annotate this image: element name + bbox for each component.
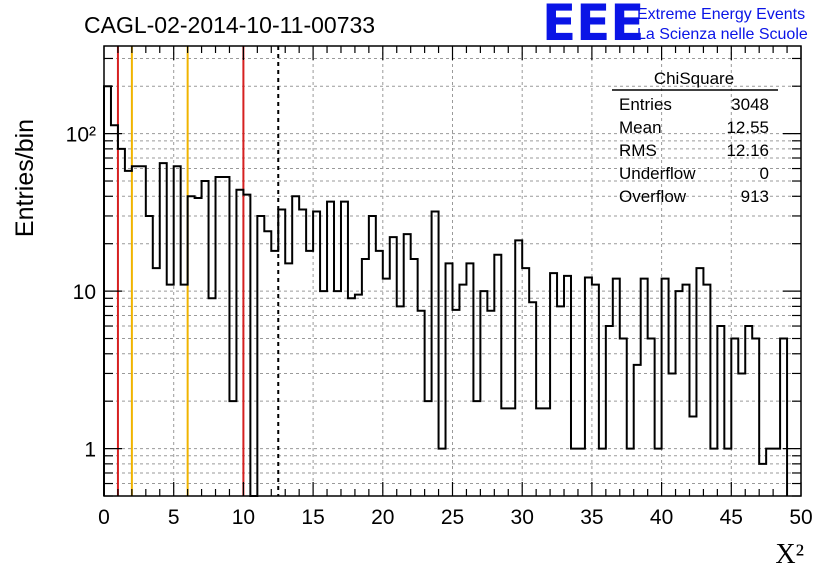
histogram-line <box>103 85 789 497</box>
x-tick-label: 35 <box>580 506 603 529</box>
y-tick-label: 1 <box>84 439 96 462</box>
x-axis-label: X² <box>775 539 804 570</box>
stats-label: Mean <box>619 118 662 137</box>
chart-title: CAGL-02-2014-10-11-00733 <box>84 12 375 38</box>
eee-logo-letters: EEE <box>542 0 644 52</box>
stats-label: Overflow <box>619 187 687 206</box>
stats-rows: Entries 3048 Mean 12.55 RMS 12.16 Underflow 0 Ov… <box>619 95 769 206</box>
x-tick-label: 10 <box>232 506 255 529</box>
axis-ticks <box>103 46 802 497</box>
stats-value: 913 <box>741 187 769 206</box>
threshold-markers <box>116 46 280 496</box>
eee-logo-line1: Extreme Energy Events <box>637 6 805 23</box>
y-tick-labels: 1 10 10² <box>66 124 96 462</box>
y-axis-label: Entries/bin <box>11 119 39 237</box>
x-tick-label: 15 <box>301 506 324 529</box>
x-tick-label: 5 <box>168 506 180 529</box>
stats-label: RMS <box>619 141 657 160</box>
stats-value: 0 <box>760 164 769 183</box>
stats-value: 12.16 <box>726 141 769 160</box>
stats-box: ChiSquare Entries 3048 Mean 12.55 RMS 12.16 Un… <box>612 69 778 206</box>
x-tick-label: 45 <box>720 506 743 529</box>
eee-logo-line2: La Scienza nelle Scuole <box>637 26 808 43</box>
x-tick-label: 20 <box>371 506 394 529</box>
stats-box-name: ChiSquare <box>654 69 734 88</box>
y-tick-label: 10² <box>66 124 96 147</box>
x-tick-label: 50 <box>789 506 812 529</box>
stats-value: 3048 <box>731 95 769 114</box>
x-tick-label: 30 <box>511 506 534 529</box>
stats-value: 12.55 <box>726 118 769 137</box>
stats-label: Underflow <box>619 164 696 183</box>
x-tick-labels: 0 5 10 15 20 25 30 35 40 45 50 <box>98 506 813 529</box>
x-tick-label: 25 <box>441 506 464 529</box>
x-tick-label: 40 <box>650 506 673 529</box>
y-tick-label: 10 <box>73 281 96 304</box>
x-tick-label: 0 <box>98 506 110 529</box>
stats-label: Entries <box>619 95 672 114</box>
